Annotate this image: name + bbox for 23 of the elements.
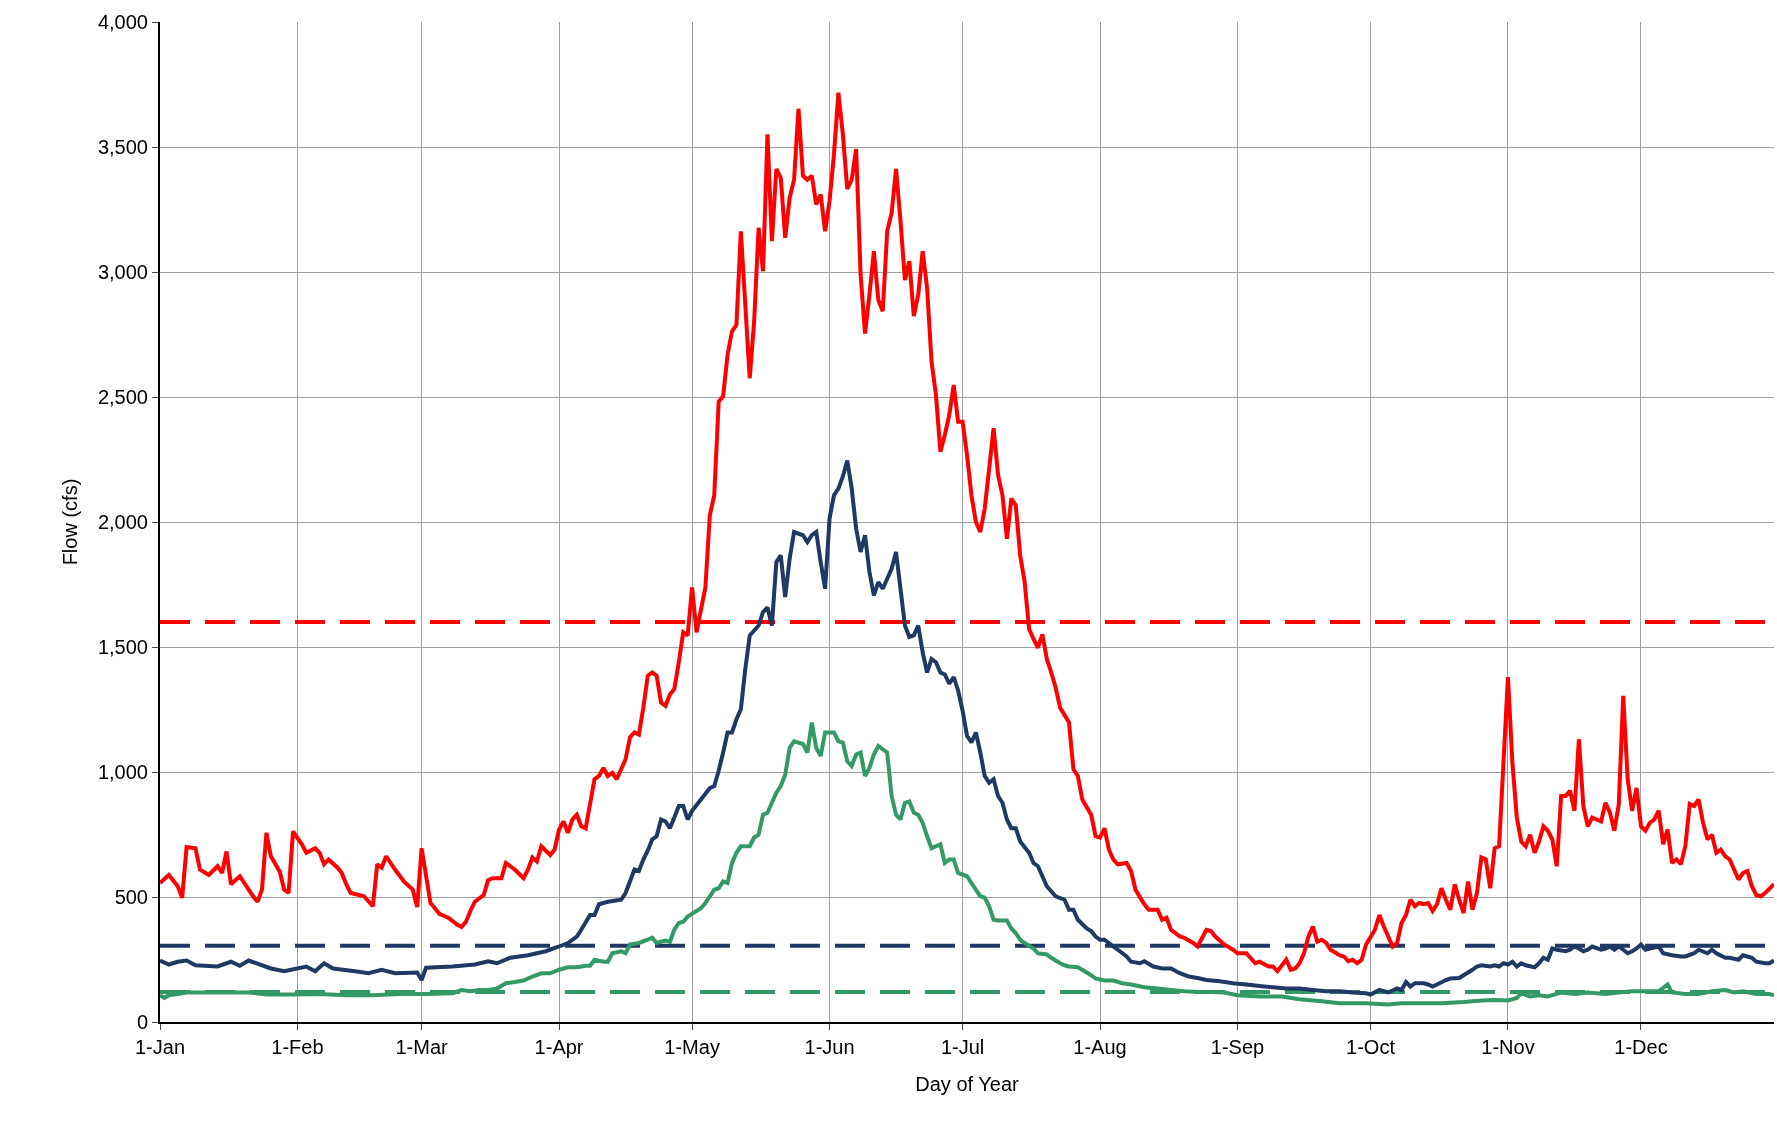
y-tick-label: 2,000 [97,511,148,533]
y-axis-title: Flow (cfs) [58,478,81,566]
x-tick-label: 1-Oct [1346,1036,1396,1058]
y-tick-label: 1,000 [97,761,148,783]
x-tick-label: 1-Sep [1210,1036,1265,1058]
y-tick-label: 0 [136,1011,148,1033]
x-tick-label: 1-Nov [1481,1036,1535,1058]
y-tick-label: 3,000 [97,261,148,283]
y-tick-label: 4,000 [97,11,148,33]
x-tick-label: 1-Apr [534,1036,584,1058]
y-tick-label: 3,500 [97,136,148,158]
x-tick-label: 1-Feb [271,1036,324,1058]
x-tick-label: 1-May [664,1036,720,1058]
x-tick-label: 1-Jan [134,1036,186,1058]
x-tick-label: 1-Mar [395,1036,449,1058]
x-tick-label: 1-Jun [804,1036,855,1058]
y-tick-label: 2,500 [97,386,148,408]
x-axis-title: Day of Year [915,1073,1020,1095]
y-tick-label: 1,500 [97,636,148,658]
y-tick-label: 500 [114,886,148,908]
x-tick-label: 1-Jul [940,1036,985,1058]
x-tick-label: 1-Aug [1073,1036,1127,1058]
x-tick-label: 1-Dec [1614,1036,1668,1058]
